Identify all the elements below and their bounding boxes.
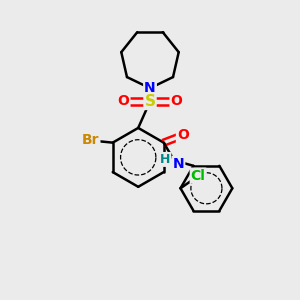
Text: Br: Br [82,133,99,147]
Text: Cl: Cl [191,169,206,183]
Text: N: N [172,157,184,171]
Text: S: S [145,94,155,109]
Text: O: O [177,128,189,142]
Text: H: H [160,153,170,166]
Text: N: N [144,81,156,95]
Text: O: O [118,94,129,108]
Text: O: O [171,94,182,108]
